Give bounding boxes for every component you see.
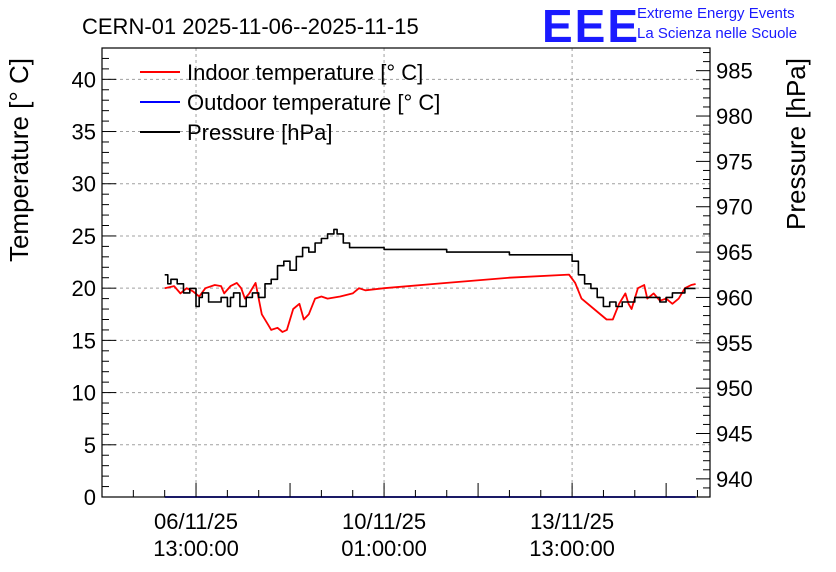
grid (102, 48, 710, 497)
y-tick-label: 40 (72, 67, 96, 92)
plot-frame (101, 47, 711, 498)
x-tick-date: 13/11/25 (530, 509, 614, 534)
y-axis-label: Temperature [° C] (4, 58, 34, 262)
y2-tick-label: 955 (716, 331, 753, 356)
y2-tick-label: 950 (716, 376, 753, 401)
y2-tick-label: 940 (716, 467, 753, 492)
x-tick-time: 01:00:00 (341, 536, 427, 561)
y-tick-label: 15 (72, 328, 96, 353)
y2-tick-label: 980 (716, 104, 753, 129)
series-layer (164, 228, 696, 498)
org-name-line1: Extreme Energy Events (637, 5, 795, 22)
y-tick-label: 30 (72, 172, 96, 197)
legend: Indoor temperature [° C] Outdoor temperat… (140, 60, 440, 145)
x-tick-time: 13:00:00 (529, 536, 615, 561)
y2-tick-label: 975 (716, 149, 753, 174)
y2-tick-label: 960 (716, 285, 753, 310)
y-tick-label: 35 (72, 120, 96, 145)
legend-label-1: Outdoor temperature [° C] (187, 90, 440, 115)
y2-tick-label: 985 (716, 59, 753, 84)
x-tick-time: 13:00:00 (153, 536, 239, 561)
y-tick-label: 5 (84, 433, 96, 458)
legend-label-2: Pressure [hPa] (187, 120, 333, 145)
y-tick-label: 0 (84, 485, 96, 510)
y-tick-label: 10 (72, 381, 96, 406)
chart-title: CERN-01 2025-11-06--2025-11-15 (82, 14, 419, 39)
series-line-0 (164, 273, 696, 333)
eee-logo-text: EEE (542, 0, 640, 52)
x-tick-date: 10/11/25 (342, 509, 426, 534)
y2-axis-label: Pressure [hPa] (781, 58, 811, 230)
legend-label-0: Indoor temperature [° C] (187, 60, 423, 85)
y2-tick-label: 970 (716, 195, 753, 220)
eee-logo: EEE Extreme Energy Events La Scienza nel… (542, 0, 797, 52)
axes: 0 5 10 15 20 25 30 35 40 940 945 950 955 960 965 970 975… (72, 47, 753, 561)
y2-tick-label: 965 (716, 240, 753, 265)
x-tick-date: 06/11/25 (154, 509, 238, 534)
y-tick-label: 25 (72, 224, 96, 249)
y-tick-label: 20 (72, 276, 96, 301)
org-name-line2: La Scienza nelle Scuole (637, 25, 797, 42)
series-line-2 (164, 228, 696, 308)
y2-tick-label: 945 (716, 422, 753, 447)
